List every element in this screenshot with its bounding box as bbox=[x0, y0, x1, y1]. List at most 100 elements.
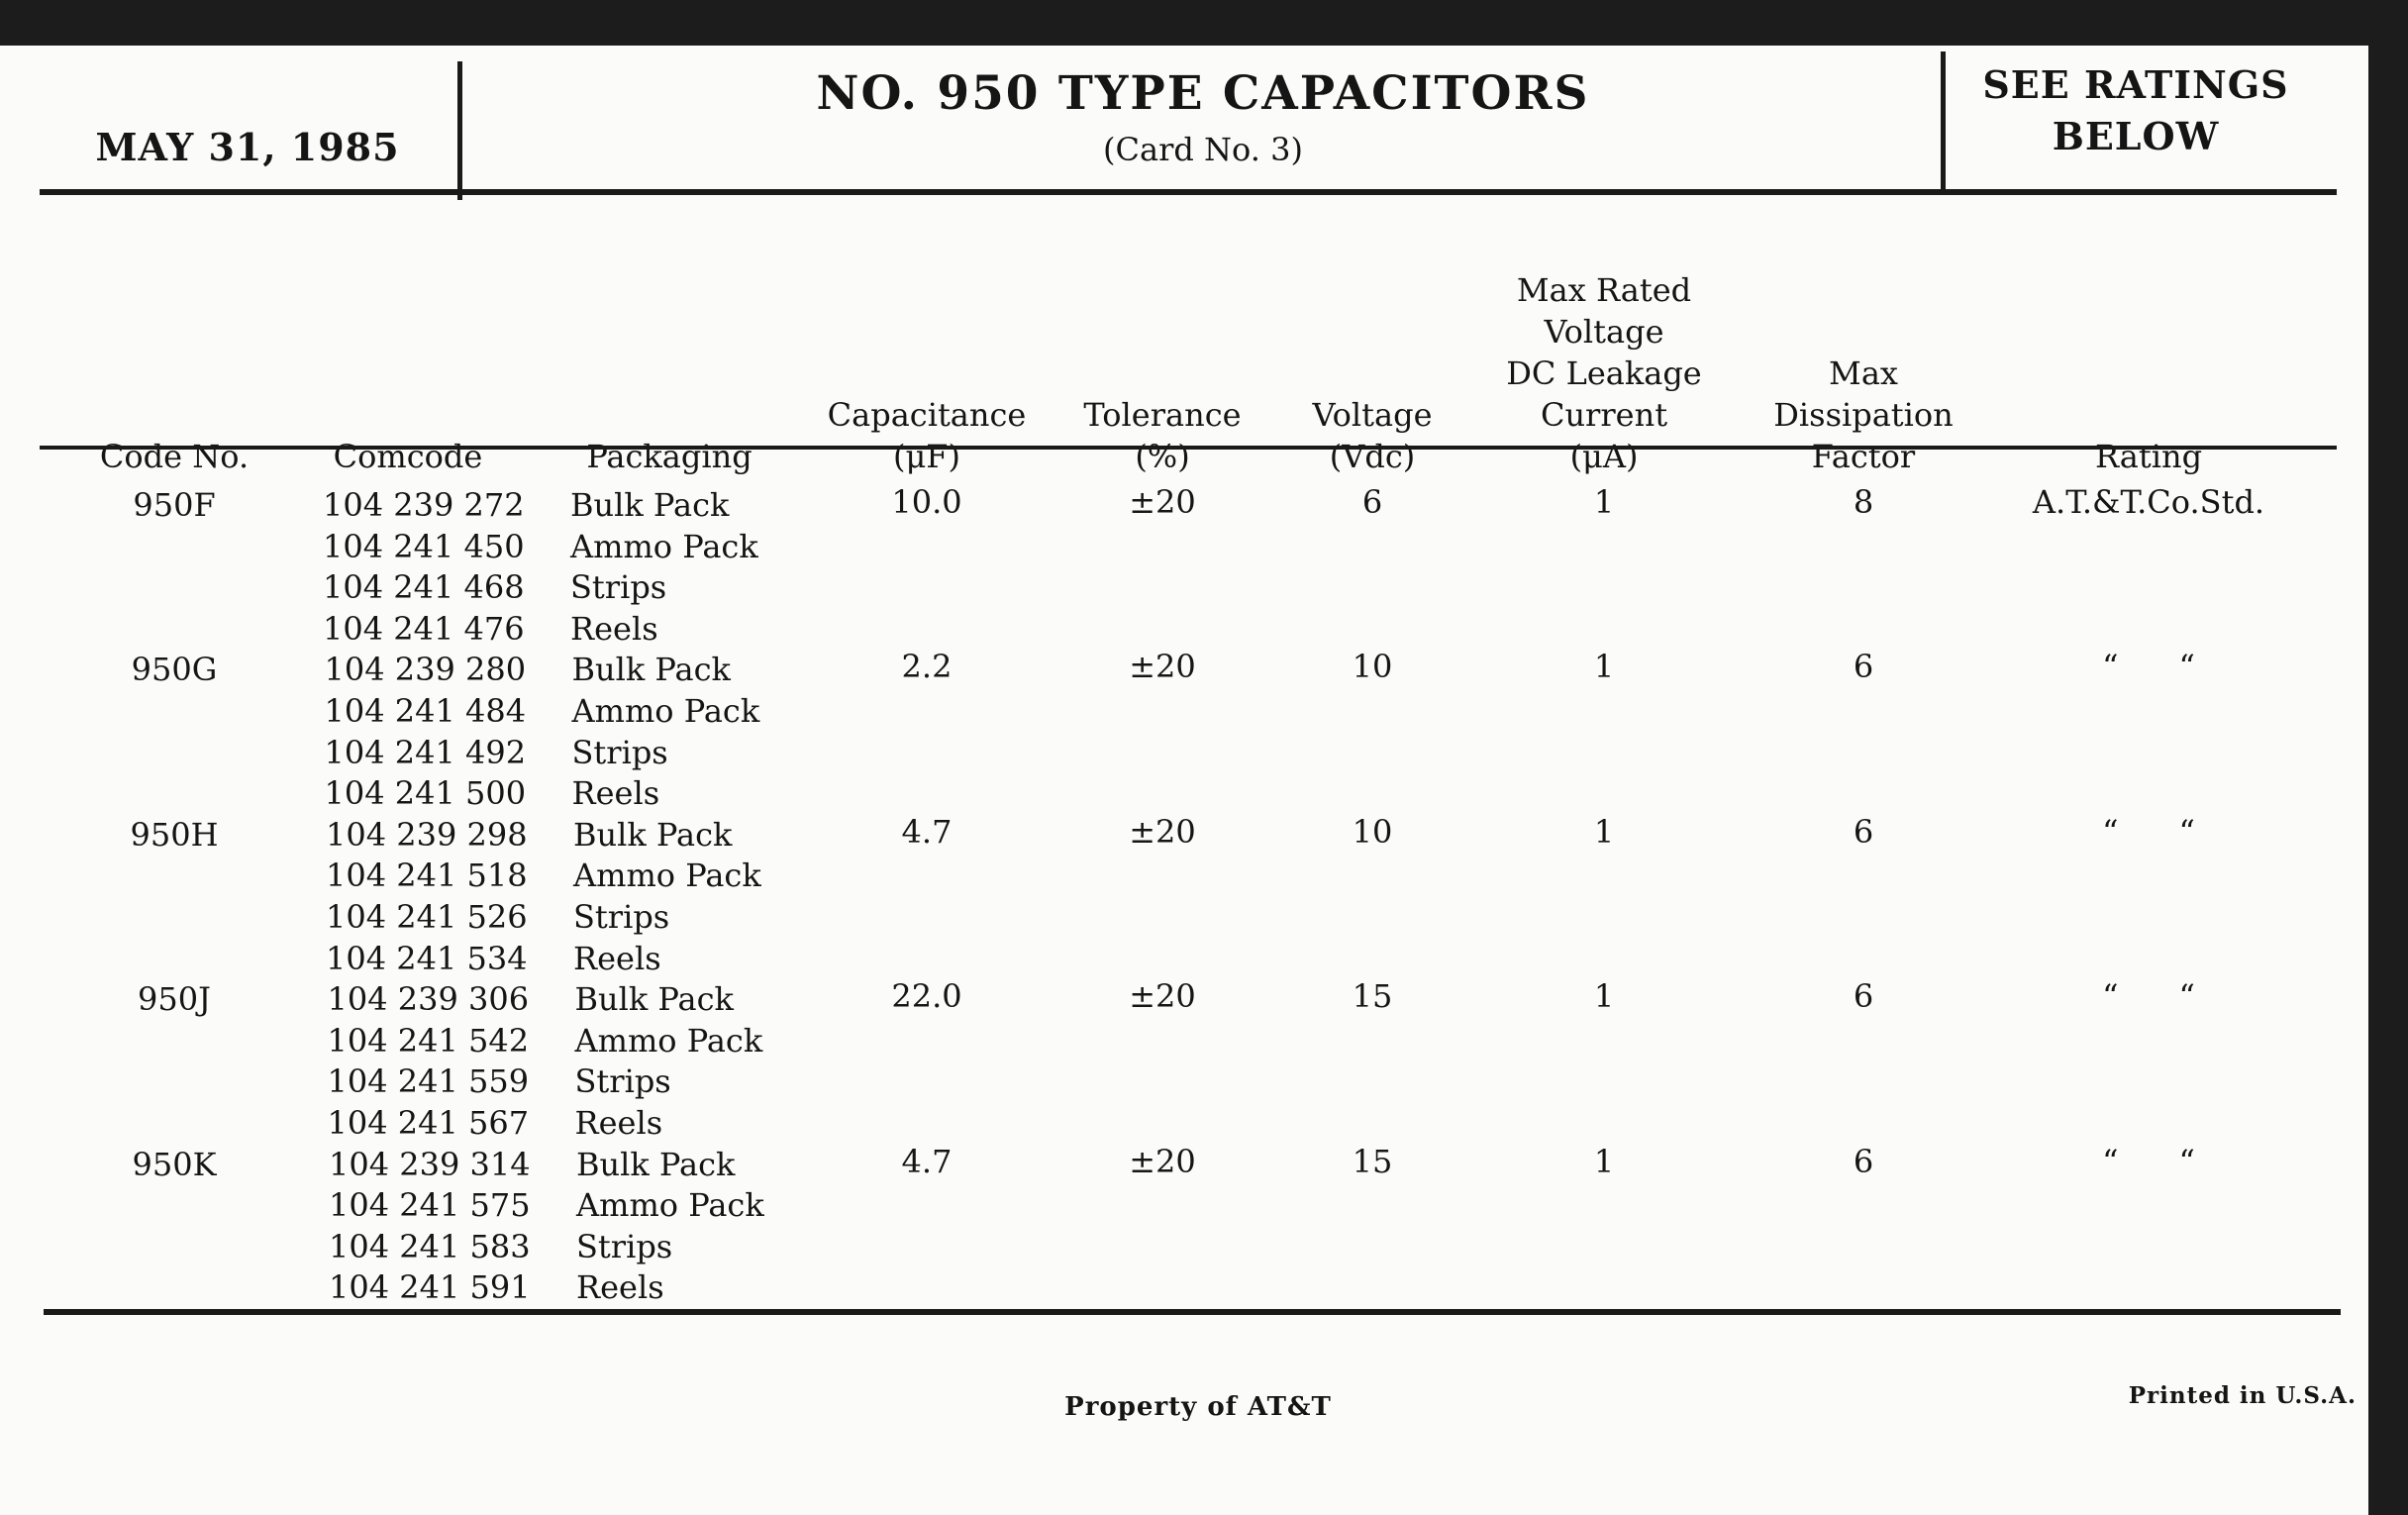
cell-packaging: Strips bbox=[573, 898, 670, 936]
column-header-line: Tolerance bbox=[1083, 396, 1242, 434]
cell-comcode: 104 241 484 bbox=[324, 692, 527, 730]
column-header-line: Comcode bbox=[333, 438, 483, 475]
table-bottom-rule bbox=[44, 1309, 2341, 1315]
cell-comcode: 104 241 450 bbox=[323, 527, 525, 565]
column-header-line: (μA) bbox=[1569, 438, 1639, 475]
footer-printed: Printed in U.S.A. bbox=[2128, 1382, 2357, 1409]
cell-packaging: Bulk Pack bbox=[574, 980, 734, 1019]
cell-packaging: Strips bbox=[570, 568, 667, 607]
cell-comcode: 104 241 468 bbox=[323, 568, 525, 607]
cell-comcode: 104 239 280 bbox=[324, 651, 527, 689]
cell-dissipation: 8 bbox=[1853, 483, 1874, 521]
column-header-line: (μF) bbox=[893, 438, 960, 475]
cell-packaging: Bulk Pack bbox=[570, 486, 730, 524]
cell-code: 950K bbox=[132, 1145, 217, 1183]
cell-packaging: Strips bbox=[571, 733, 668, 771]
cell-tolerance: ±20 bbox=[1129, 648, 1196, 686]
cell-leakage: 1 bbox=[1593, 483, 1615, 521]
cell-capacitance: 4.7 bbox=[901, 812, 953, 851]
column-header-line: Current bbox=[1540, 396, 1668, 434]
column-header-rule bbox=[40, 446, 2337, 450]
cell-comcode: 104 241 559 bbox=[327, 1062, 530, 1101]
cell-comcode: 104 239 272 bbox=[323, 486, 525, 524]
cell-rating: “ “ bbox=[2102, 977, 2195, 1016]
card-date: MAY 31, 1985 bbox=[95, 124, 400, 169]
cell-packaging: Reels bbox=[576, 1268, 664, 1307]
column-header-line: Capacitance bbox=[827, 396, 1027, 434]
cell-leakage: 1 bbox=[1593, 812, 1615, 851]
column-header-comcode: Comcode bbox=[289, 224, 527, 477]
cell-packaging: Reels bbox=[570, 609, 658, 648]
cell-rating: “ “ bbox=[2102, 648, 2195, 686]
cell-comcode: 104 241 518 bbox=[326, 857, 528, 895]
column-header-line: Voltage bbox=[1544, 313, 1664, 351]
header-divider-right bbox=[1941, 51, 1946, 194]
cell-rating: “ “ bbox=[2102, 1142, 2195, 1180]
header-rule bbox=[40, 189, 2337, 195]
cell-tolerance: ±20 bbox=[1129, 977, 1196, 1016]
cell-capacitance: 10.0 bbox=[891, 483, 962, 521]
cell-comcode: 104 241 534 bbox=[326, 939, 528, 977]
ratings-note-line2: BELOW bbox=[2052, 114, 2220, 158]
cell-code: 950J bbox=[138, 980, 211, 1019]
column-header-code: Code No. bbox=[55, 224, 293, 477]
cell-capacitance: 22.0 bbox=[891, 977, 962, 1016]
column-header-line: (%) bbox=[1135, 438, 1190, 475]
cell-rating: A.T.&T.Co.Std. bbox=[2032, 483, 2265, 521]
cell-dissipation: 6 bbox=[1853, 812, 1874, 851]
cell-packaging: Reels bbox=[574, 1104, 663, 1142]
cell-comcode: 104 241 583 bbox=[329, 1227, 531, 1265]
cell-packaging: Reels bbox=[573, 939, 661, 977]
cell-voltage: 10 bbox=[1352, 812, 1393, 851]
column-header-line: DC Leakage bbox=[1506, 354, 1702, 392]
cell-code: 950F bbox=[133, 486, 216, 524]
cell-packaging: Ammo Pack bbox=[574, 1021, 763, 1060]
cell-voltage: 15 bbox=[1352, 1142, 1393, 1180]
cell-packaging: Bulk Pack bbox=[576, 1145, 736, 1183]
cell-leakage: 1 bbox=[1593, 1142, 1615, 1180]
catalog-card: MAY 31, 1985 NO. 950 TYPE CAPACITORS (Ca… bbox=[0, 46, 2368, 1515]
column-header-tolerance: Tolerance (%) bbox=[1044, 224, 1281, 477]
column-header-line: Max bbox=[1829, 354, 1898, 392]
cell-comcode: 104 241 526 bbox=[326, 898, 528, 936]
header-divider-left bbox=[457, 61, 462, 200]
cell-capacitance: 2.2 bbox=[901, 648, 953, 686]
column-header-line: Factor bbox=[1811, 438, 1916, 475]
cell-packaging: Bulk Pack bbox=[573, 815, 733, 854]
ratings-note: SEE RATINGS BELOW bbox=[1953, 59, 2319, 162]
column-header-line: (Vdc) bbox=[1329, 438, 1416, 475]
cell-packaging: Ammo Pack bbox=[576, 1186, 764, 1225]
cell-dissipation: 6 bbox=[1853, 977, 1874, 1016]
cell-packaging: Reels bbox=[571, 774, 660, 813]
cell-code: 950G bbox=[131, 651, 218, 689]
cell-tolerance: ±20 bbox=[1129, 1142, 1196, 1180]
column-header-line: Packaging bbox=[586, 438, 752, 475]
column-header-voltage: Voltage (Vdc) bbox=[1273, 224, 1471, 477]
column-header-line: Rating bbox=[2094, 438, 2203, 475]
column-header-line: Dissipation bbox=[1773, 396, 1954, 434]
cell-code: 950H bbox=[130, 815, 219, 854]
cell-comcode: 104 239 298 bbox=[326, 815, 528, 854]
column-header-line: Voltage bbox=[1312, 396, 1433, 434]
cell-comcode: 104 239 314 bbox=[329, 1145, 531, 1183]
cell-tolerance: ±20 bbox=[1129, 812, 1196, 851]
cell-comcode: 104 241 492 bbox=[324, 733, 527, 771]
cell-voltage: 15 bbox=[1352, 977, 1393, 1016]
cell-leakage: 1 bbox=[1593, 977, 1615, 1016]
card-title-block: NO. 950 TYPE CAPACITORS (Card No. 3) bbox=[465, 59, 1941, 170]
column-header-packaging: Packaging bbox=[541, 224, 798, 477]
cell-packaging: Ammo Pack bbox=[573, 857, 761, 895]
card-subtitle: (Card No. 3) bbox=[1103, 131, 1303, 168]
cell-comcode: 104 241 575 bbox=[329, 1186, 531, 1225]
cell-comcode: 104 241 500 bbox=[324, 774, 527, 813]
cell-capacitance: 4.7 bbox=[901, 1142, 953, 1180]
cell-comcode: 104 239 306 bbox=[327, 980, 530, 1019]
cell-rating: “ “ bbox=[2102, 812, 2195, 851]
cell-dissipation: 6 bbox=[1853, 648, 1874, 686]
cell-packaging: Strips bbox=[576, 1227, 673, 1265]
cell-comcode: 104 241 542 bbox=[327, 1021, 530, 1060]
cell-voltage: 6 bbox=[1361, 483, 1383, 521]
cell-voltage: 10 bbox=[1352, 648, 1393, 686]
cell-comcode: 104 241 591 bbox=[329, 1268, 531, 1307]
cell-dissipation: 6 bbox=[1853, 1142, 1874, 1180]
